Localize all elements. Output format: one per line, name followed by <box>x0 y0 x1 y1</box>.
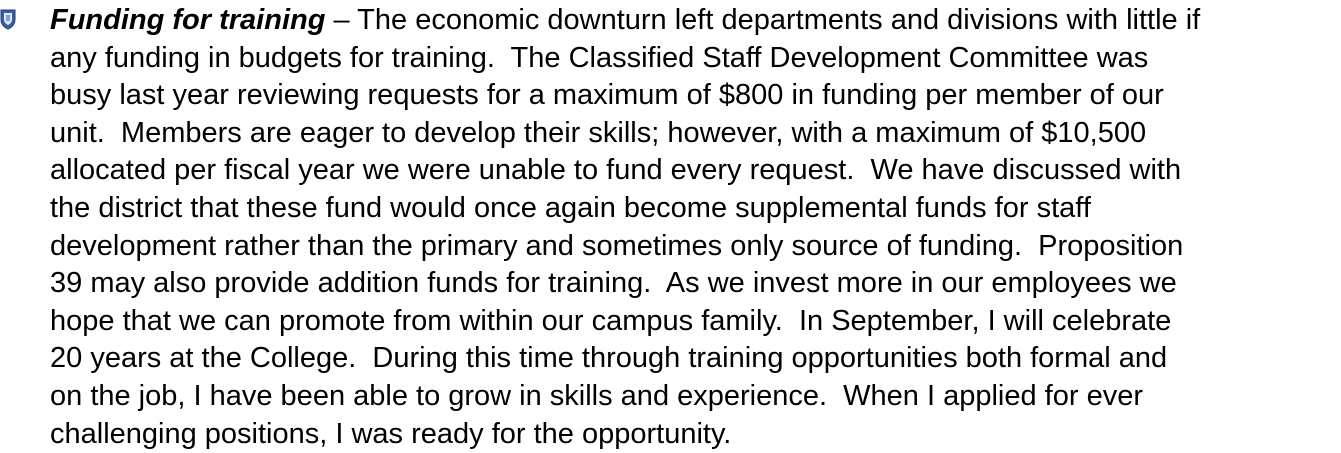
line-text: 20 years at the College. During this tim… <box>50 342 1168 375</box>
text-line: development rather than the primary and … <box>50 228 1200 266</box>
bullet-paragraph: Funding for training – The economic down… <box>50 2 1200 453</box>
heading: Funding for training <box>50 4 326 36</box>
text-line: hope that we can promote from within our… <box>50 303 1200 341</box>
line-text: 39 may also provide addition funds for t… <box>50 267 1177 300</box>
line-text: busy last year reviewing requests for a … <box>50 79 1164 112</box>
text-line: 20 years at the College. During this tim… <box>50 340 1200 378</box>
text-line: 39 may also provide addition funds for t… <box>50 265 1200 303</box>
line-text: – The economic downturn left departments… <box>325 4 1201 36</box>
line-text: on the job, I have been able to grow in … <box>50 379 1143 412</box>
text-line: any funding in budgets for training. The… <box>50 40 1200 78</box>
line-text: development rather than the primary and … <box>50 229 1184 262</box>
text-line: on the job, I have been able to grow in … <box>50 378 1200 416</box>
text-line: the district that these fund would once … <box>50 190 1200 228</box>
text-line: challenging positions, I was ready for t… <box>50 416 1200 453</box>
text-line: unit. Members are eager to develop their… <box>50 115 1200 153</box>
bullet-icon <box>0 9 16 30</box>
line-text: hope that we can promote from within our… <box>50 304 1172 337</box>
text-line: allocated per fiscal year we were unable… <box>50 152 1200 190</box>
line-text: unit. Members are eager to develop their… <box>50 116 1147 149</box>
line-text: challenging positions, I was ready for t… <box>50 417 732 450</box>
line-text: the district that these fund would once … <box>50 191 1091 224</box>
line-text: any funding in budgets for training. The… <box>50 41 1149 74</box>
text-line: busy last year reviewing requests for a … <box>50 77 1200 115</box>
line-text: allocated per fiscal year we were unable… <box>50 154 1182 187</box>
text-line: Funding for training – The economic down… <box>50 2 1200 40</box>
